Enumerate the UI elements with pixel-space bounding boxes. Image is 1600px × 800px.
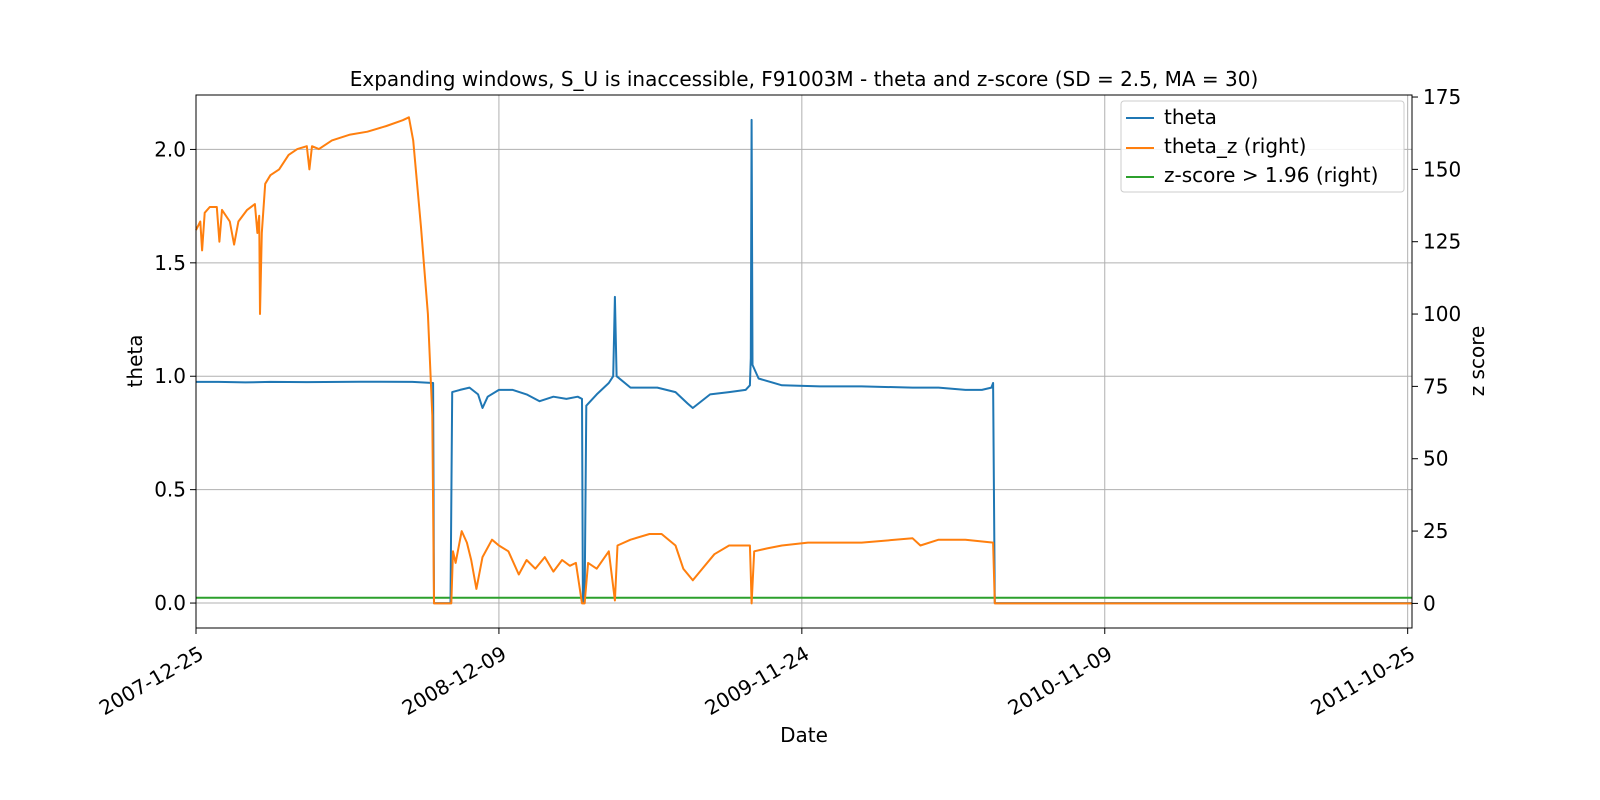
series-line-theta: [196, 118, 1412, 605]
y-left-tick-label: 1.0: [154, 364, 186, 388]
legend-box: [1120, 100, 1405, 193]
x-axis-label: Date: [780, 723, 828, 747]
y-right-tick-label: 0: [1423, 591, 1436, 615]
legend-label-theta-z: theta_z (right): [1164, 134, 1306, 158]
x-tick-label: 2011-10-25: [1307, 641, 1420, 720]
x-axis: 2007-12-25 2008-12-09 2009-11-24 2010-11-09…: [95, 628, 1419, 720]
legend-label-threshold: z-score > 1.96 (right): [1164, 163, 1378, 187]
y-right-tick-label: 75: [1423, 374, 1448, 398]
y-right-tick-label: 25: [1423, 519, 1448, 543]
plot-frame: [195, 94, 1413, 629]
y-left-tick-label: 0.0: [154, 591, 186, 615]
y-left-tick-label: 0.5: [154, 478, 186, 502]
y-right-tick-label: 150: [1423, 157, 1461, 181]
y-left-tick-label: 1.5: [154, 251, 186, 275]
chart-title: Expanding windows, S_U is inaccessible, …: [350, 67, 1259, 91]
x-tick-label: 2007-12-25: [95, 641, 208, 720]
plot-lines: [195, 116, 1412, 605]
y-axis-left: 0.0 0.5 1.0 1.5 2.0: [154, 137, 196, 615]
y-left-tick-label: 2.0: [154, 137, 186, 161]
y-right-tick-label: 50: [1423, 447, 1448, 471]
x-tick-label: 2009-11-24: [701, 641, 814, 720]
x-tick-label: 2010-11-09: [1004, 641, 1117, 720]
legend-label-theta: theta: [1164, 105, 1217, 129]
y-right-tick-label: 125: [1423, 230, 1461, 254]
y-axis-left-label: theta: [123, 335, 147, 388]
y-axis-right-label: z score: [1465, 326, 1489, 397]
y-right-tick-label: 175: [1423, 85, 1461, 109]
y-axis-right: 0 25 50 75 100 125 150 175: [1412, 85, 1461, 615]
x-tick-label: 2008-12-09: [398, 641, 511, 720]
legend: theta theta_z (right) z-score > 1.96 (ri…: [1120, 100, 1405, 193]
series-line-theta-z: [195, 116, 1412, 605]
y-right-tick-label: 100: [1423, 302, 1461, 326]
